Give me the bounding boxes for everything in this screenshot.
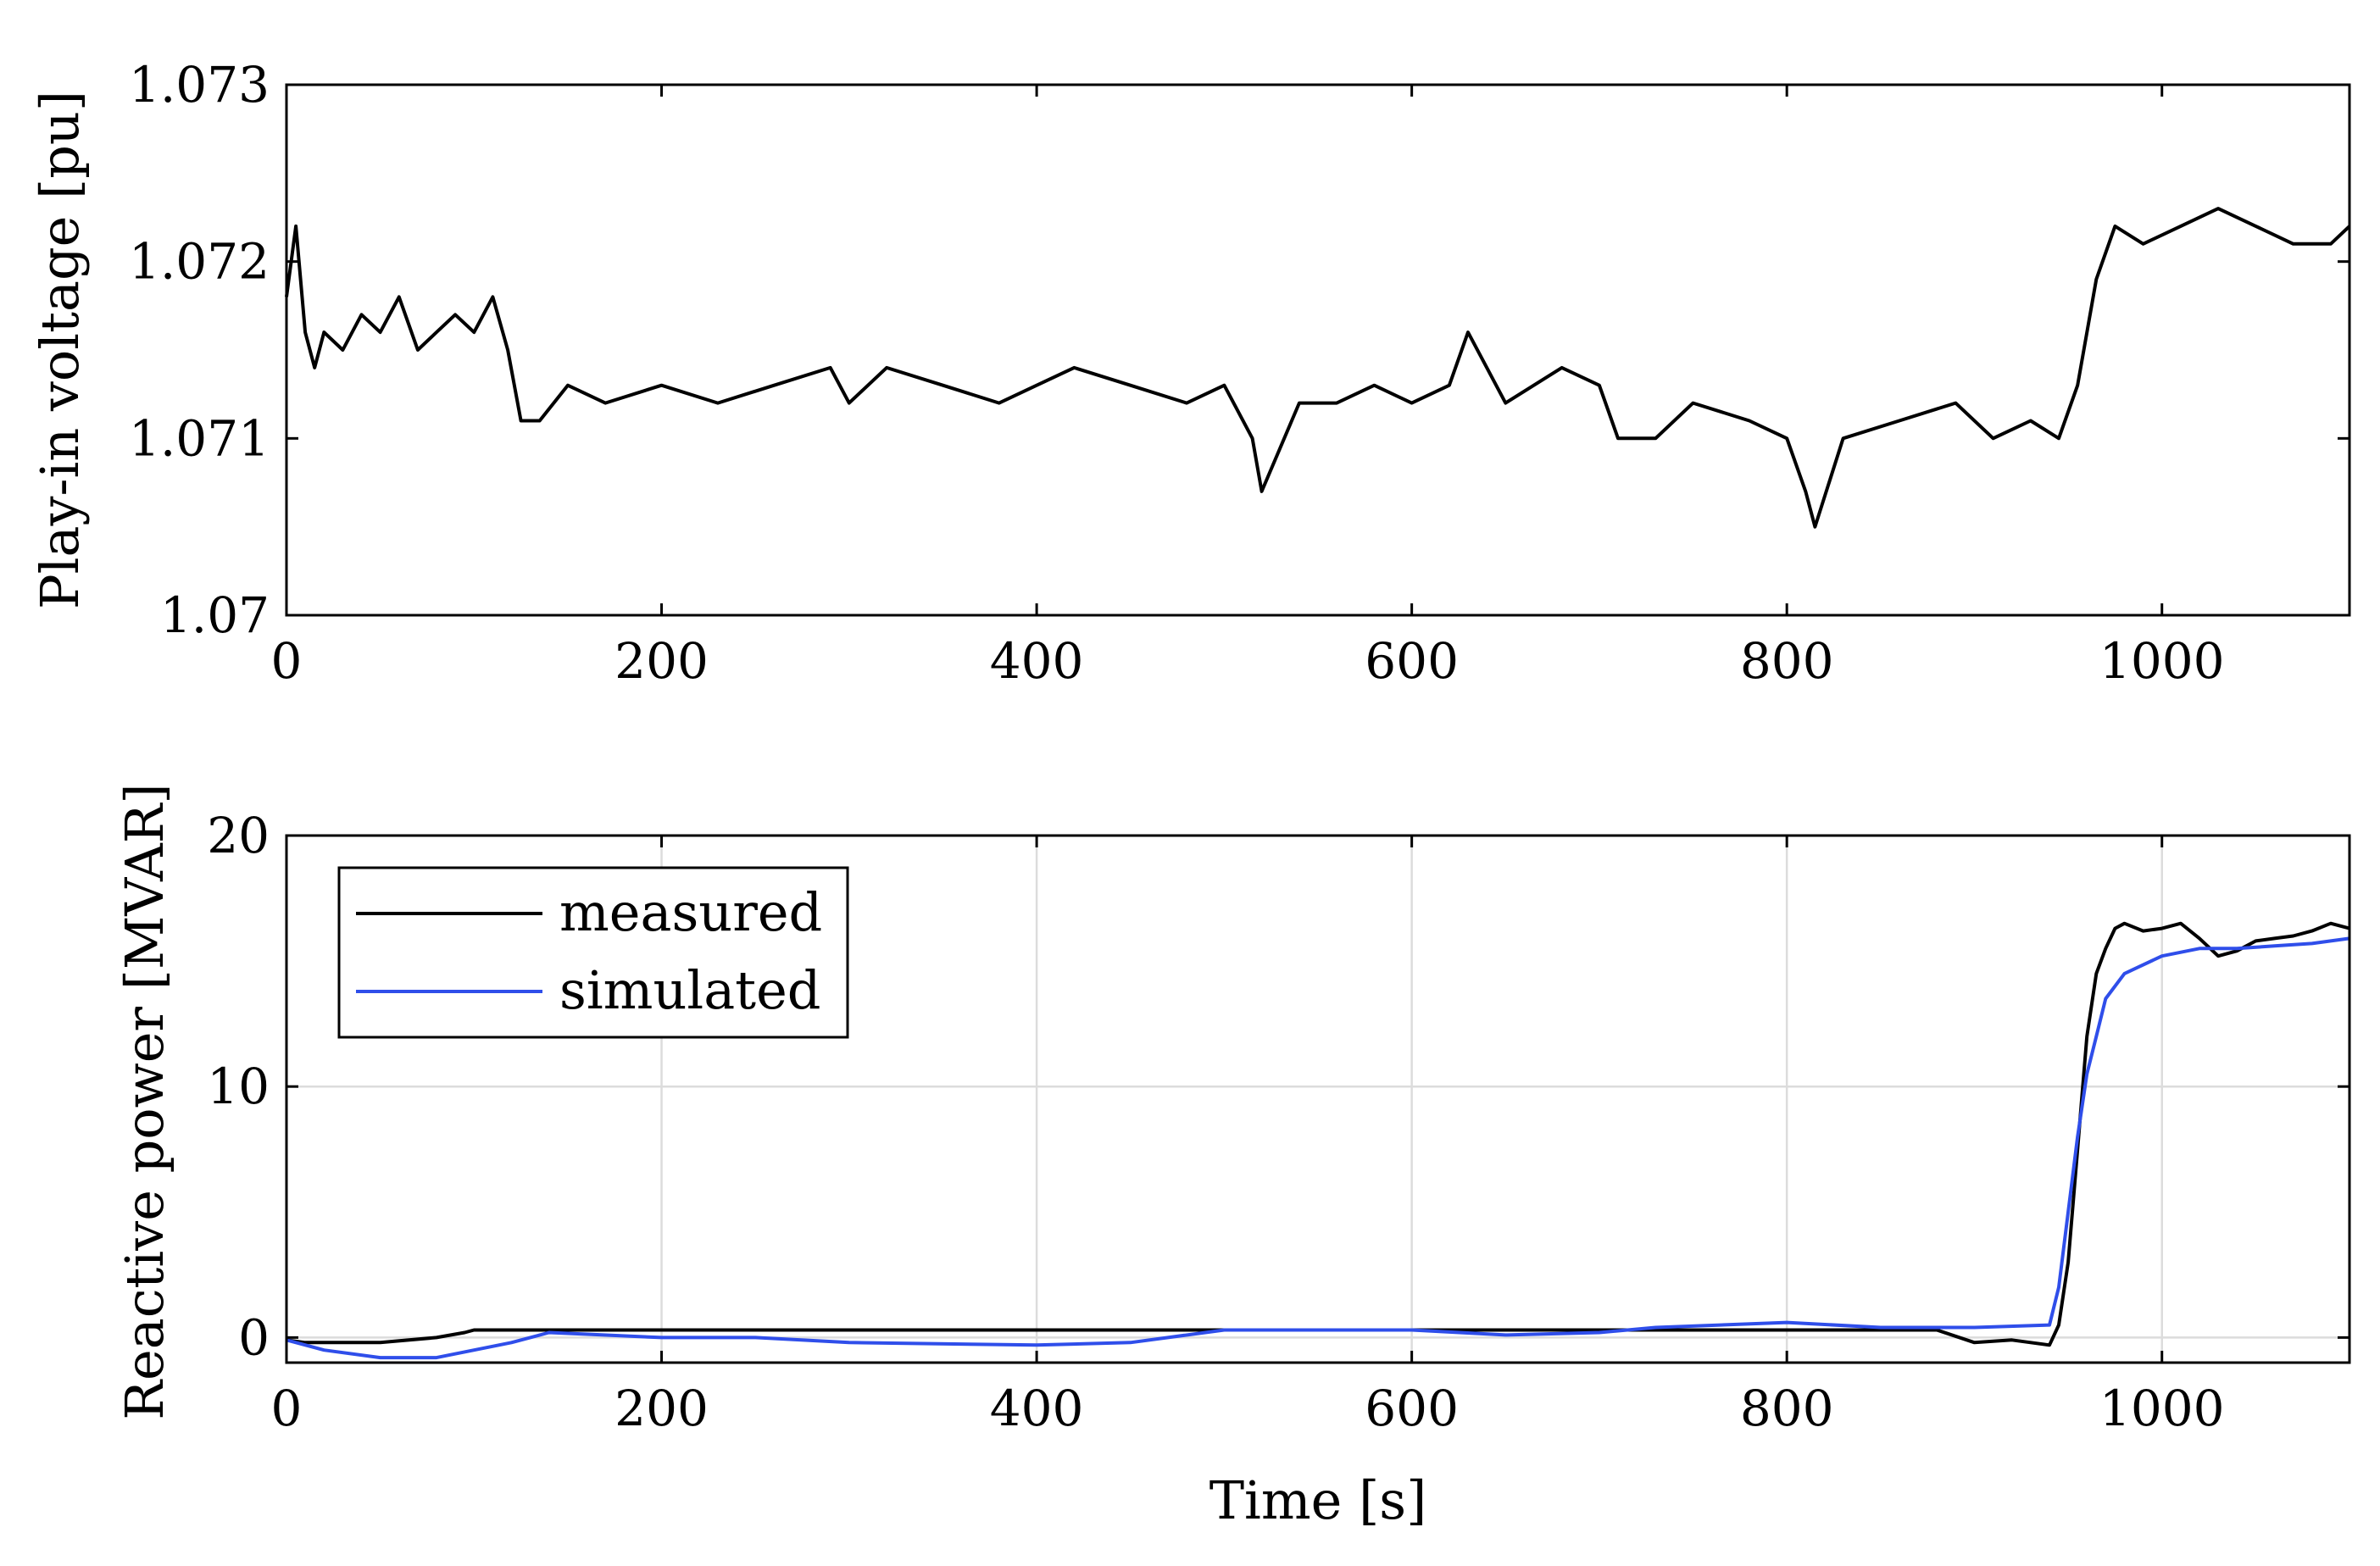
voltage-series-group [285, 207, 2351, 529]
legend-label-measured: measured [559, 881, 822, 943]
voltage-x-tick-label: 0 [271, 632, 303, 690]
voltage-y-tick-label: 1.071 [129, 409, 270, 467]
reactive-power-y-tick-label: 20 [207, 807, 270, 864]
reactive-power-plot-frame [285, 834, 2351, 1364]
reactive-power-y-tick-label: 0 [238, 1308, 270, 1366]
voltage-ticks: 0 200 400 600 800 1000 1.07 1.071 1.072 1.073 [129, 56, 2349, 690]
reactive-power-x-tick-label: 800 [1740, 1380, 1834, 1437]
reactive-power-x-tick-label: 0 [271, 1380, 303, 1437]
reactive-power-plot-panel: 0 200 400 600 800 1000 0 10 20 Reactive power [M… [114, 783, 2351, 1531]
voltage-plot-panel: 0 200 400 600 800 1000 1.07 1.071 1.072 1.073 Pla… [29, 56, 2351, 690]
reactive-power-ticks: 0 200 400 600 800 1000 0 10 20 [207, 807, 2349, 1437]
reactive-power-x-tick-label: 200 [614, 1380, 709, 1437]
legend-box [337, 866, 849, 1039]
voltage-x-tick-label: 800 [1740, 632, 1834, 690]
voltage-y-axis-label: Play-in voltage [pu] [29, 91, 91, 609]
voltage-x-tick-label: 400 [990, 632, 1084, 690]
reactive-power-x-tick-label: 600 [1365, 1380, 1459, 1437]
legend: measured simulated [337, 866, 849, 1039]
reactive-power-series-measured [286, 921, 2350, 1347]
voltage-x-tick-label: 600 [1365, 632, 1459, 690]
voltage-x-tick-label: 200 [614, 632, 709, 690]
voltage-x-tick-label: 1000 [2099, 632, 2225, 690]
voltage-series-play-in-voltage [285, 207, 2351, 529]
legend-label-simulated: simulated [559, 959, 820, 1021]
voltage-plot-frame [285, 83, 2351, 617]
reactive-power-x-tick-label: 400 [990, 1380, 1084, 1437]
time-x-axis-label: Time [s] [1209, 1469, 1427, 1531]
voltage-y-tick-label: 1.073 [129, 56, 270, 114]
reactive-power-y-axis-label: Reactive power [MVAR] [114, 783, 175, 1419]
reactive-power-series-group [286, 921, 2350, 1360]
reactive-power-series-simulated [286, 936, 2350, 1360]
voltage-y-tick-label: 1.072 [129, 233, 270, 291]
reactive-power-x-tick-label: 1000 [2099, 1380, 2225, 1437]
voltage-y-tick-label: 1.07 [160, 586, 270, 644]
reactive-power-y-tick-label: 10 [207, 1058, 270, 1115]
